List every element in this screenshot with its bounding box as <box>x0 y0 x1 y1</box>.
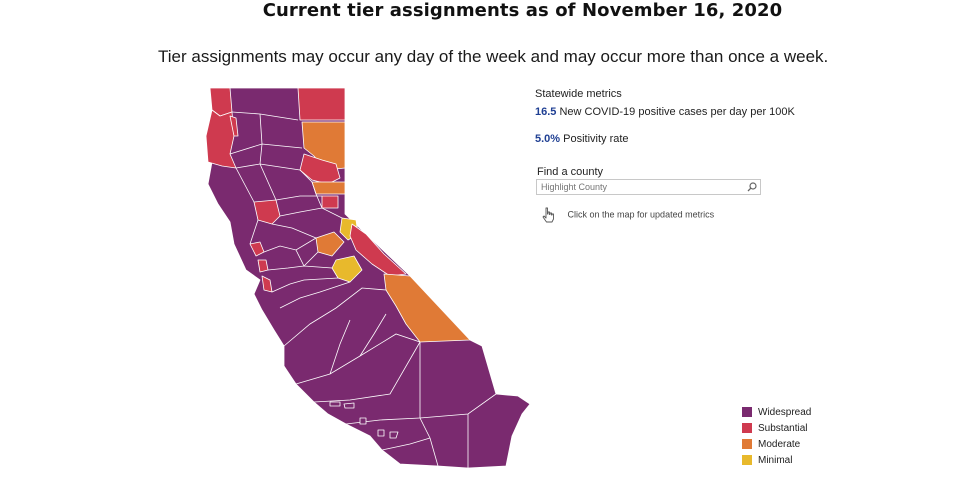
page-title: Current tier assignments as of November … <box>262 0 783 21</box>
county-humboldt[interactable] <box>205 109 237 169</box>
california-county-map[interactable] <box>200 84 536 468</box>
tier-legend: Widespread Substantial Moderate Minimal <box>742 404 811 468</box>
pointer-hand-icon <box>542 207 554 223</box>
legend-swatch <box>742 423 752 433</box>
county-borders <box>229 111 497 468</box>
county-search-input[interactable] <box>537 180 741 194</box>
county-san-francisco[interactable] <box>257 259 269 273</box>
legend-label: Minimal <box>758 454 793 466</box>
metrics-title: Statewide metrics <box>535 88 622 100</box>
legend-swatch <box>742 407 752 417</box>
page-subtitle: Tier assignments may occur any day of th… <box>158 47 829 66</box>
island-1 <box>329 401 341 407</box>
california-outline <box>205 87 531 468</box>
legend-item-widespread: Widespread <box>742 404 811 420</box>
legend-label: Moderate <box>758 438 801 450</box>
legend-item-moderate: Moderate <box>742 436 811 452</box>
cases-label: New COVID-19 positive cases per day per … <box>559 106 795 118</box>
legend-swatch <box>742 455 752 465</box>
island-3 <box>359 417 367 425</box>
legend-label: Widespread <box>758 406 812 418</box>
cases-value: 16.5 <box>535 106 557 118</box>
hint-text: Click on the map for updated metrics <box>567 209 715 220</box>
positivity-label: Positivity rate <box>563 133 629 145</box>
positivity-metric: 5.0% Positivity rate <box>535 133 795 145</box>
county-sierra[interactable] <box>311 181 346 195</box>
county-trinity[interactable] <box>229 115 239 137</box>
island-2 <box>343 402 355 409</box>
island-5 <box>389 431 399 439</box>
county-colusa[interactable] <box>253 199 281 225</box>
positivity-value: 5.0% <box>535 133 561 145</box>
county-yuba[interactable] <box>321 195 339 209</box>
island-4 <box>377 429 385 437</box>
find-county-label: Find a county <box>537 166 604 178</box>
cases-metric: 16.5 New COVID-19 positive cases per day… <box>535 106 795 118</box>
legend-item-substantial: Substantial <box>742 420 811 436</box>
county-modoc[interactable] <box>297 87 346 121</box>
county-calaveras[interactable] <box>315 231 345 257</box>
legend-swatch <box>742 439 752 449</box>
map-hint: Click on the map for updated metrics <box>541 207 714 223</box>
statewide-metrics-panel: Statewide metrics 16.5 New COVID-19 posi… <box>535 88 795 160</box>
county-search-box[interactable] <box>536 179 761 195</box>
legend-label: Substantial <box>758 422 808 434</box>
legend-item-minimal: Minimal <box>742 452 811 468</box>
search-icon[interactable] <box>746 181 758 193</box>
